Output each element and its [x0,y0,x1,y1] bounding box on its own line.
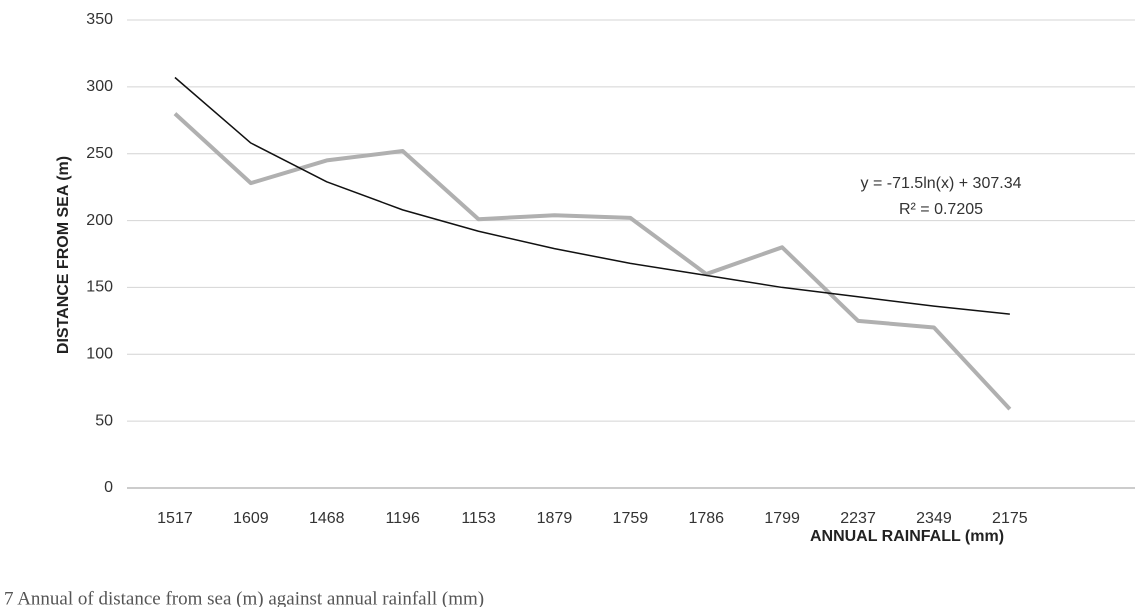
x-tick-label: 1786 [688,510,724,527]
x-axis-title: ANNUAL RAINFALL (mm) [810,528,1004,545]
y-tick-label: 150 [86,279,113,296]
y-tick-label: 250 [86,145,113,162]
x-tick-label: 1799 [764,510,800,527]
caption: 7 Annual of distance from sea (m) agains… [4,588,484,607]
x-tick-label: 2175 [992,510,1028,527]
trend-line [174,76,1010,315]
x-tick-label: 1153 [461,510,496,527]
x-tick-label: 1879 [537,510,573,527]
y-tick-label: 300 [86,78,113,95]
x-tick-label: 1196 [385,510,420,527]
x-tick-label: 1609 [233,510,269,527]
trend-equation: y = -71.5ln(x) + 307.34 [861,175,1022,192]
x-tick-label: 2349 [916,510,952,527]
y-tick-label: 200 [86,212,113,229]
y-tick-label: 0 [104,479,113,496]
y-axis-title: DISTANCE FROM SEA (m) [55,156,72,354]
x-tick-label: 2237 [840,510,876,527]
x-tick-label: 1759 [613,510,649,527]
y-tick-label: 350 [86,11,113,28]
data-line [173,112,1012,411]
y-tick-label: 100 [86,346,113,363]
x-tick-label: 1517 [157,510,193,527]
y-tick-label: 50 [95,412,113,429]
trend-r-squared: R² = 0.7205 [899,201,983,218]
x-tick-label: 1468 [309,510,345,527]
